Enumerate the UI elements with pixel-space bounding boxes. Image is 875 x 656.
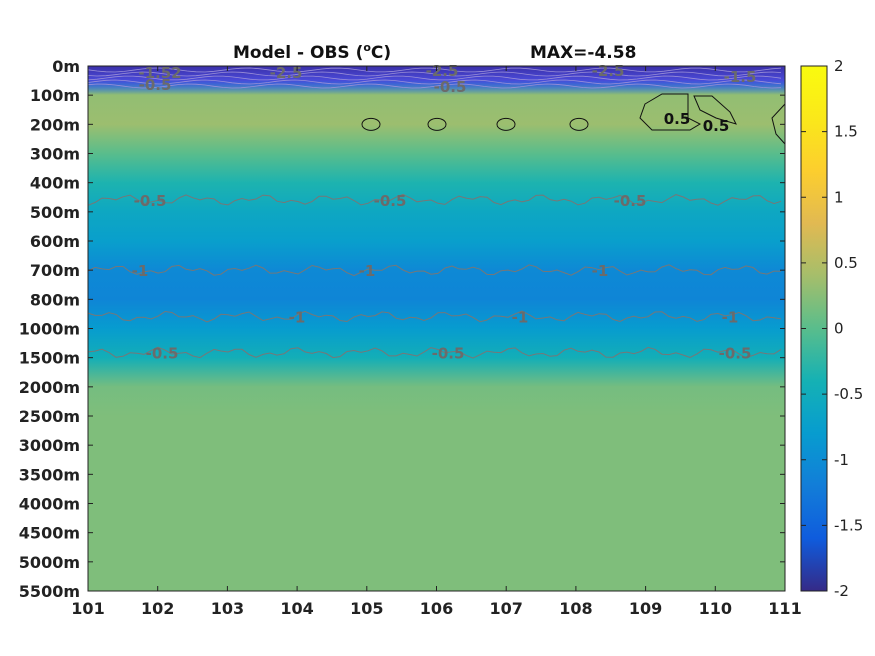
colorbar-tick-label: -0.5 — [834, 385, 863, 403]
colorbar: -2 -1.5 -1 -0.5 0 0.5 1 1.5 2 — [800, 57, 863, 600]
contour-label: -1 — [722, 309, 739, 327]
contour-island — [693, 95, 737, 125]
colorbar-tick-label: 0 — [834, 320, 844, 338]
contour-labels: -0.5 -0.5 -0.5 -1 -1 -1 -1 -1 -1 -0.5 -0.5 -0.5 0.5 0… — [132, 62, 757, 363]
surface-contour-lines — [87, 67, 782, 89]
surface-contour-line — [87, 75, 782, 81]
contour-label: 0.5 — [664, 110, 691, 128]
x-tick-label: 109 — [629, 599, 662, 618]
y-tick-label: 0m — [52, 57, 80, 76]
y-tick-label: 200m — [30, 115, 80, 134]
x-tick-label: 105 — [350, 599, 383, 618]
y-tick-label: 300m — [30, 145, 80, 164]
colorbar-tick-label: 0.5 — [834, 254, 858, 272]
heatmap-plot: -0.5 -0.5 -0.5 -1 -1 -1 -1 -1 -1 -0.5 -0.5 -0.5 0.5 0… — [87, 62, 786, 592]
contour-line — [87, 310, 782, 323]
contour-label: -0.5 — [719, 345, 752, 363]
contour-lines — [87, 93, 786, 359]
x-tick-label: 107 — [489, 599, 522, 618]
contour-label: -1 — [289, 309, 306, 327]
x-tick-label: 110 — [699, 599, 732, 618]
y-tick-label: 2500m — [19, 407, 80, 426]
y-axis: 0m 100m 200m 300m 400m 500m 600m 700m 800m 1000m 1… — [19, 57, 785, 601]
x-axis: 101 102 103 104 105 106 107 108 109 110 111 — [71, 66, 802, 618]
contour-label: -1 — [512, 309, 529, 327]
contour-island — [496, 117, 516, 131]
y-tick-label: 1500m — [19, 349, 80, 368]
contour-island — [639, 93, 702, 131]
y-tick-label: 100m — [30, 86, 80, 105]
surface-contour-label: -1.5 — [724, 68, 757, 86]
contour-label: -0.5 — [146, 345, 179, 363]
colorbar-ticks: -2 -1.5 -1 -0.5 0 0.5 1 1.5 2 — [801, 57, 863, 600]
y-tick-label: 600m — [30, 232, 80, 251]
x-tick-label: 106 — [420, 599, 453, 618]
x-tick-label: 102 — [141, 599, 174, 618]
contour-label: -1 — [359, 262, 376, 280]
y-tick-label: 800m — [30, 290, 80, 309]
colorbar-tick-label: 1.5 — [834, 123, 858, 141]
surface-contour-line — [87, 83, 782, 89]
contour-label: -0.5 — [134, 192, 167, 210]
colorbar-tick-label: -1 — [834, 451, 849, 469]
surface-contour-label: -1.52 — [138, 64, 181, 82]
contour-label: -0.5 — [432, 345, 465, 363]
chart-title: Model - OBS (oC) — [233, 41, 391, 63]
colorbar-tick-label: 2 — [834, 57, 844, 75]
contour-line — [87, 264, 782, 277]
contour-label: -1 — [592, 262, 609, 280]
y-tick-label: 1000m — [19, 320, 80, 339]
surface-contour-line — [87, 79, 782, 85]
contour-label: -1 — [132, 262, 149, 280]
contour-line — [87, 193, 782, 206]
x-tick-label: 101 — [71, 599, 104, 618]
surface-contour-label: -0.5 — [139, 76, 172, 94]
contour-label: 0.5 — [703, 117, 730, 135]
y-tick-label: 700m — [30, 261, 80, 280]
y-tick-label: 4000m — [19, 495, 80, 514]
y-tick-label: 3500m — [19, 465, 80, 484]
surface-contour-label: -2.5 — [270, 64, 303, 82]
contour-island — [427, 117, 447, 131]
y-tick-label: 5500m — [19, 582, 80, 601]
colorbar-tick-label: 1 — [834, 188, 844, 206]
y-tick-label: 500m — [30, 203, 80, 222]
heatmap-field — [88, 66, 785, 591]
contour-island — [771, 103, 786, 145]
x-tick-label: 111 — [768, 599, 801, 618]
max-label: MAX=-4.58 — [530, 43, 636, 63]
contour-island — [361, 117, 381, 131]
contour-label: -0.5 — [374, 192, 407, 210]
y-tick-label: 2000m — [19, 378, 80, 397]
x-tick-label: 108 — [559, 599, 592, 618]
contour-island — [569, 117, 589, 131]
x-tick-label: 104 — [280, 599, 313, 618]
y-tick-label: 5000m — [19, 553, 80, 572]
colorbar-tick-label: -2 — [834, 582, 849, 600]
colorbar-tick-label: -1.5 — [834, 516, 863, 534]
surface-contour-line — [87, 67, 782, 73]
x-tick-label: 103 — [211, 599, 244, 618]
contour-line — [87, 346, 782, 359]
y-tick-label: 4500m — [19, 524, 80, 543]
surface-contour-label: -0.5 — [434, 78, 467, 96]
surface-contour-label: -2.5 — [592, 62, 625, 80]
contour-label: -0.5 — [614, 192, 647, 210]
surface-contour-line — [87, 71, 782, 77]
y-tick-label: 3000m — [19, 436, 80, 455]
y-tick-label: 400m — [30, 174, 80, 193]
